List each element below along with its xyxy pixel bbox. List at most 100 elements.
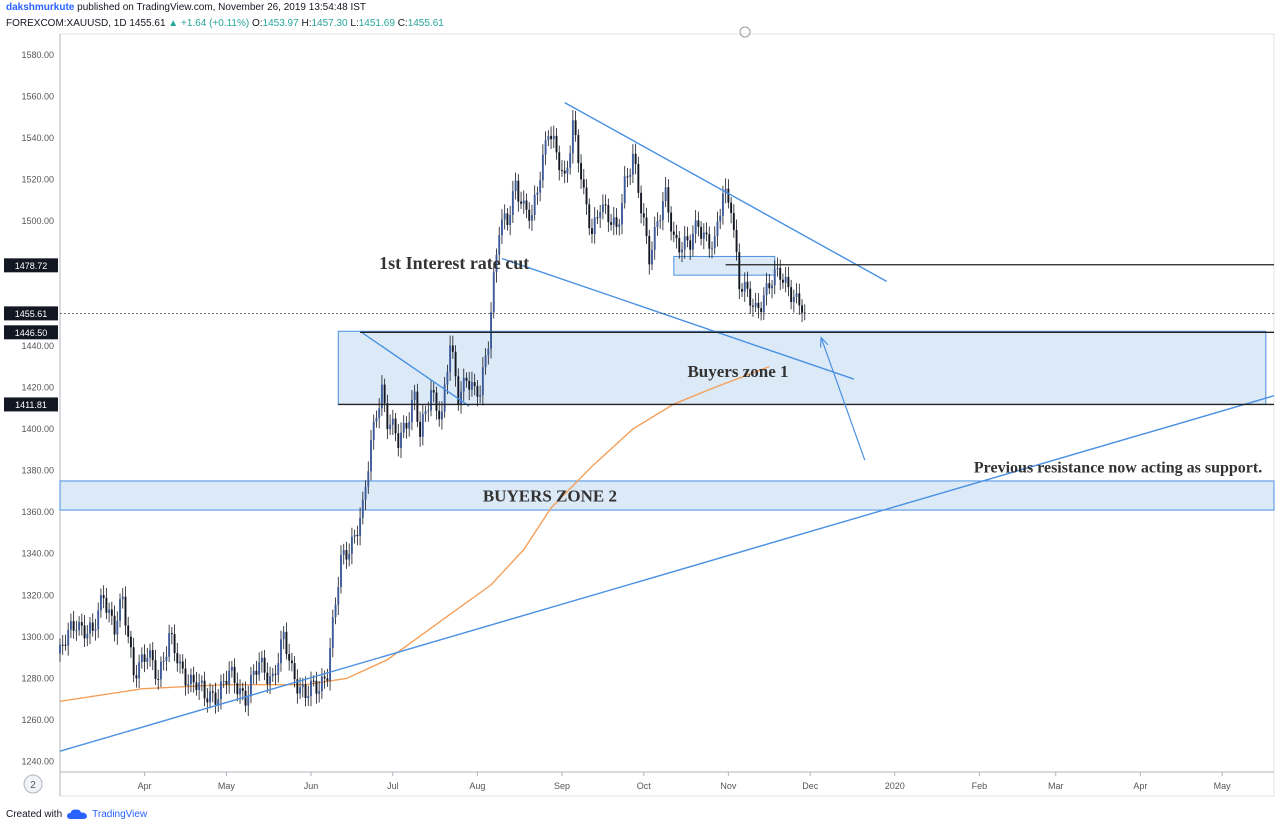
high-label: H: (301, 18, 312, 29)
annotation-buyers-zone-1: Buyers zone 1 (687, 362, 788, 381)
candle-body (738, 252, 741, 290)
candle-body (724, 188, 727, 194)
candle-body (342, 550, 345, 555)
candle-body (168, 633, 171, 657)
candle-body (105, 597, 108, 613)
candle-body (198, 682, 201, 690)
candle-body (768, 283, 771, 289)
candle-body (801, 305, 803, 313)
candle-body (664, 187, 667, 202)
time-scale-icon: 2 (30, 780, 36, 791)
author-link[interactable]: dakshmurkute (6, 2, 75, 13)
candle-body (607, 205, 610, 223)
published-text: published on TradingView.com, November 2… (77, 2, 367, 13)
candle-body (78, 622, 81, 631)
candle-body (435, 392, 438, 411)
x-tick-label: 2020 (885, 781, 905, 791)
candle-body (427, 410, 430, 412)
candle-body (192, 674, 195, 683)
price-label-box (4, 325, 58, 340)
candle-body (400, 432, 402, 448)
candle-body (623, 176, 626, 203)
candle-body (773, 269, 776, 286)
candle-body (59, 644, 61, 654)
candle-body (271, 673, 274, 677)
candle-body (310, 680, 312, 696)
close-label: C: (397, 18, 408, 29)
candle-body (94, 629, 97, 631)
trendline-1[interactable] (564, 101, 887, 282)
candle-body (476, 386, 479, 397)
candle-body (596, 217, 599, 219)
candle-body (454, 351, 457, 377)
candle-body (640, 192, 643, 214)
cloud-icon (67, 809, 88, 819)
candle-body (320, 676, 323, 692)
candle-body (571, 120, 574, 154)
time-scale-button[interactable]: 2 (23, 774, 43, 794)
candle-body (359, 517, 362, 536)
candle-body (252, 670, 255, 675)
candle-body (239, 688, 242, 695)
price-label-text: 1446.50 (15, 328, 48, 338)
candle-body (593, 217, 596, 234)
candle-body (187, 684, 190, 686)
candle-body (424, 411, 427, 415)
open-label: O: (251, 18, 263, 29)
candle-body (771, 285, 773, 289)
annotation-rate-cut: 1st Interest rate cut (379, 253, 529, 273)
candle-body (610, 222, 613, 225)
candle-body (457, 376, 460, 405)
candle-body (69, 621, 72, 630)
candle-body (421, 414, 424, 437)
y-tick-label: 1580.00 (21, 50, 54, 60)
candle-body (577, 135, 580, 164)
candle-body (260, 657, 263, 663)
candle-body (443, 384, 446, 412)
candle-body (402, 423, 405, 433)
candle-body (129, 636, 132, 648)
candle-body (626, 176, 629, 178)
candle-body (236, 683, 239, 695)
candle-body (599, 211, 602, 218)
candle-body (637, 163, 640, 193)
candle-body (779, 267, 782, 280)
candle-body (430, 390, 432, 411)
candle-body (449, 345, 452, 372)
candle-body (645, 217, 648, 237)
candle-body (179, 661, 181, 664)
candle-body (781, 279, 784, 283)
candle-body (72, 621, 75, 631)
candle-body (741, 289, 743, 292)
candle-body (536, 192, 539, 195)
buyers-zone-rect-1[interactable] (59, 480, 1275, 511)
settings-button[interactable] (739, 26, 751, 38)
tradingview-brand[interactable]: TradingView (92, 808, 148, 820)
trendline-2[interactable] (501, 257, 855, 380)
footer: Created with TradingView (6, 808, 147, 820)
trendline-3[interactable] (359, 330, 470, 407)
trendline-0[interactable] (59, 395, 1275, 752)
y-tick-label: 1240.00 (21, 757, 54, 767)
candle-body (386, 403, 389, 430)
candle-body (419, 421, 422, 437)
candle-body (765, 283, 768, 296)
y-tick-label: 1260.00 (21, 715, 54, 725)
x-tick-label: Sep (554, 781, 570, 791)
candle-body (116, 620, 119, 635)
candle-body (591, 228, 593, 234)
candle-body (711, 248, 713, 250)
candle-body (389, 424, 392, 430)
buyers-zone-rect-0[interactable] (337, 330, 1267, 405)
x-tick-label: Apr (138, 781, 152, 791)
candle-body (135, 675, 138, 679)
candle-body (735, 229, 738, 253)
candle-body (285, 631, 288, 655)
close-value: 1455.61 (407, 18, 444, 29)
candle-body (263, 657, 266, 673)
buyers-zone-rect-2[interactable] (673, 255, 776, 276)
candle-body (367, 471, 370, 487)
candle-body (233, 666, 236, 684)
y-tick-label: 1380.00 (21, 466, 54, 476)
